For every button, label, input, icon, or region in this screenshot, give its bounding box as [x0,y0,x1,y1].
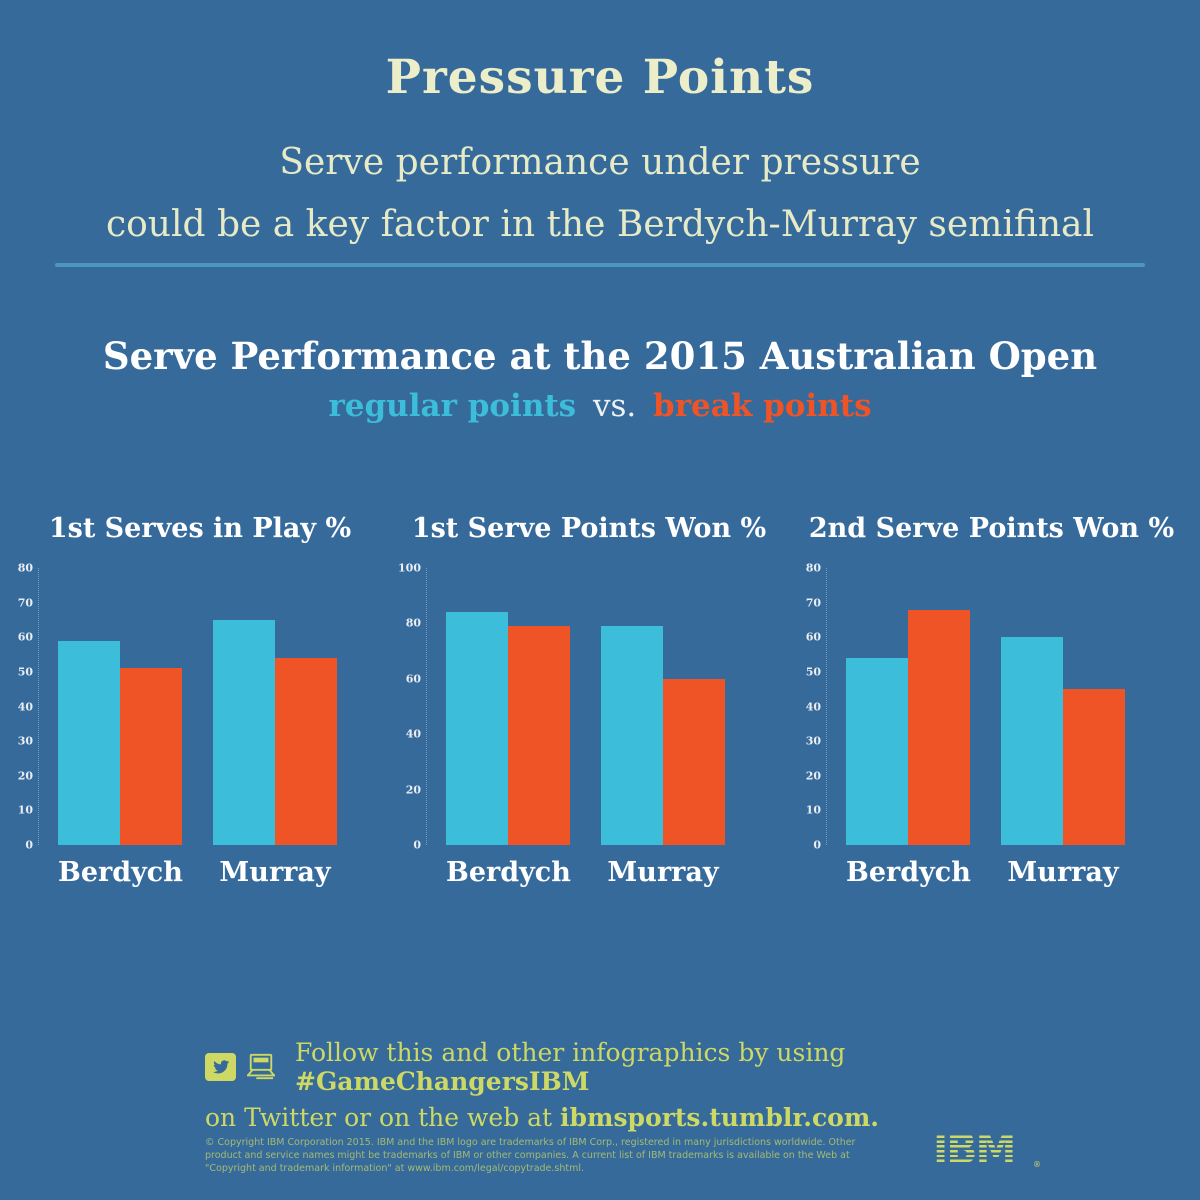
footer-cta: Follow this and other infographics by us… [205,1038,1045,1132]
y-axis-tick: 60 [17,630,33,644]
plot-area: 0 10 20 30 40 50 60 70 80 [10,562,390,852]
charts-row: 1st Serves in Play % 0 10 20 30 40 50 60 70 80 Be… [0,505,1200,905]
subtitle-line-2: could be a key factor in the Berdych-Mur… [105,204,1095,245]
bar-group-berdych [846,609,970,845]
y-axis-tick: 50 [805,665,821,679]
chart-title: 1st Serves in Play % [48,513,352,544]
footer-icons [205,1053,277,1081]
ibm-logo-text: IBM [933,1125,1016,1173]
bar-berdych-regular-points [846,658,908,845]
chart-1st-serve-points-won: 1st Serve Points Won % 0 20 40 60 80 100 Berdy… [398,505,780,905]
y-axis-tick: 10 [805,803,821,817]
y-axis-line [38,568,39,845]
y-axis-line [426,568,427,845]
bars-row [58,568,337,845]
y-axis-tick: 40 [17,700,33,713]
y-axis-tick: 100 [398,561,421,575]
y-axis-tick: 80 [805,561,821,575]
y-axis-tick: 0 [813,838,821,852]
y-axis-tick: 80 [405,616,421,630]
page-title: Pressure Points [385,50,815,105]
bar-group-murray [601,626,725,845]
bar-group-berdych [446,612,570,845]
category-label-berdych: Berdych [58,857,183,888]
category-label-berdych: Berdych [446,857,571,888]
category-labels: Berdych Murray [846,857,1125,888]
computer-icon [245,1053,277,1081]
bar-group-murray [1001,637,1125,845]
y-axis-tick: 30 [805,734,821,748]
plot-area: 0 20 40 60 80 100 [398,562,780,852]
y-axis-line [826,568,827,845]
bar-group-berdych [58,640,182,845]
legend-break-points: break points [653,388,872,424]
chart-2nd-serve-points-won: 2nd Serve Points Won % 0 10 20 30 40 50 60 70 80… [798,505,1185,905]
chart-legend: regular points vs. break points [0,388,1200,424]
bar-group-murray [213,619,337,845]
y-axis-tick: 60 [805,630,821,644]
section-heading: Serve Performance at the 2015 Australian… [102,334,1098,378]
category-label-murray: Murray [607,857,719,888]
tumblr-url[interactable]: ibmsports.tumblr.com. [560,1103,879,1132]
y-axis-tick: 70 [17,596,33,610]
ibm-logo: IBM ® [933,1125,1041,1173]
bar-berdych-break-points [908,609,970,845]
category-label-murray: Murray [219,857,331,888]
y-axis-tick: 80 [17,561,33,575]
bar-murray-break-points [1063,689,1125,845]
y-axis-tick: 40 [405,727,421,741]
bar-berdych-break-points [508,626,570,845]
category-label-berdych: Berdych [846,857,971,888]
chart-title: 1st Serve Points Won % [411,513,767,544]
y-axis-tick: 20 [805,769,821,783]
y-axis-tick: 20 [405,783,421,797]
footer-line-1: Follow this and other infographics by us… [205,1038,1045,1096]
bar-berdych-break-points [120,668,182,845]
category-labels: Berdych Murray [446,857,725,888]
y-axis-tick: 20 [17,769,33,783]
footer-line-2: on Twitter or on the web at ibmsports.tu… [205,1103,1045,1132]
bar-murray-break-points [275,658,337,845]
category-labels: Berdych Murray [58,857,337,888]
category-label-murray: Murray [1007,857,1119,888]
hashtag-gamechangersibm[interactable]: #GameChangersIBM [295,1067,590,1096]
y-axis-tick: 30 [17,734,33,748]
divider-line [55,263,1145,267]
plot-area: 0 10 20 30 40 50 60 70 80 [798,562,1185,852]
y-axis-tick: 0 [413,838,421,852]
bar-murray-regular-points [213,619,275,845]
bars-row [846,568,1125,845]
y-axis-tick: 70 [805,596,821,610]
bar-murray-regular-points [601,626,663,845]
legend-regular-points: regular points [328,388,577,424]
bar-berdych-regular-points [446,612,508,845]
y-axis-tick: 40 [805,700,821,713]
bars-row [446,568,725,845]
y-axis-tick: 0 [25,838,33,852]
bar-berdych-regular-points [58,640,120,845]
footer-text-2: on Twitter or on the web at [205,1103,561,1132]
y-axis-tick: 60 [405,672,421,686]
registered-trademark-icon: ® [1033,1160,1041,1169]
chart-1st-serves-in-play: 1st Serves in Play % 0 10 20 30 40 50 60 70 80 Be… [10,505,390,905]
chart-title: 2nd Serve Points Won % [808,513,1175,544]
legal-copyright-text: © Copyright IBM Corporation 2015. IBM an… [205,1137,856,1174]
twitter-icon [205,1053,236,1081]
y-axis-tick: 10 [17,803,33,817]
bar-murray-regular-points [1001,637,1063,845]
y-axis-tick: 50 [17,665,33,679]
footer-text-1: Follow this and other infographics by us… [295,1038,846,1096]
subtitle-line-1: Serve performance under pressure [279,142,921,183]
legend-vs: vs. [592,388,637,424]
bar-murray-break-points [663,678,725,845]
